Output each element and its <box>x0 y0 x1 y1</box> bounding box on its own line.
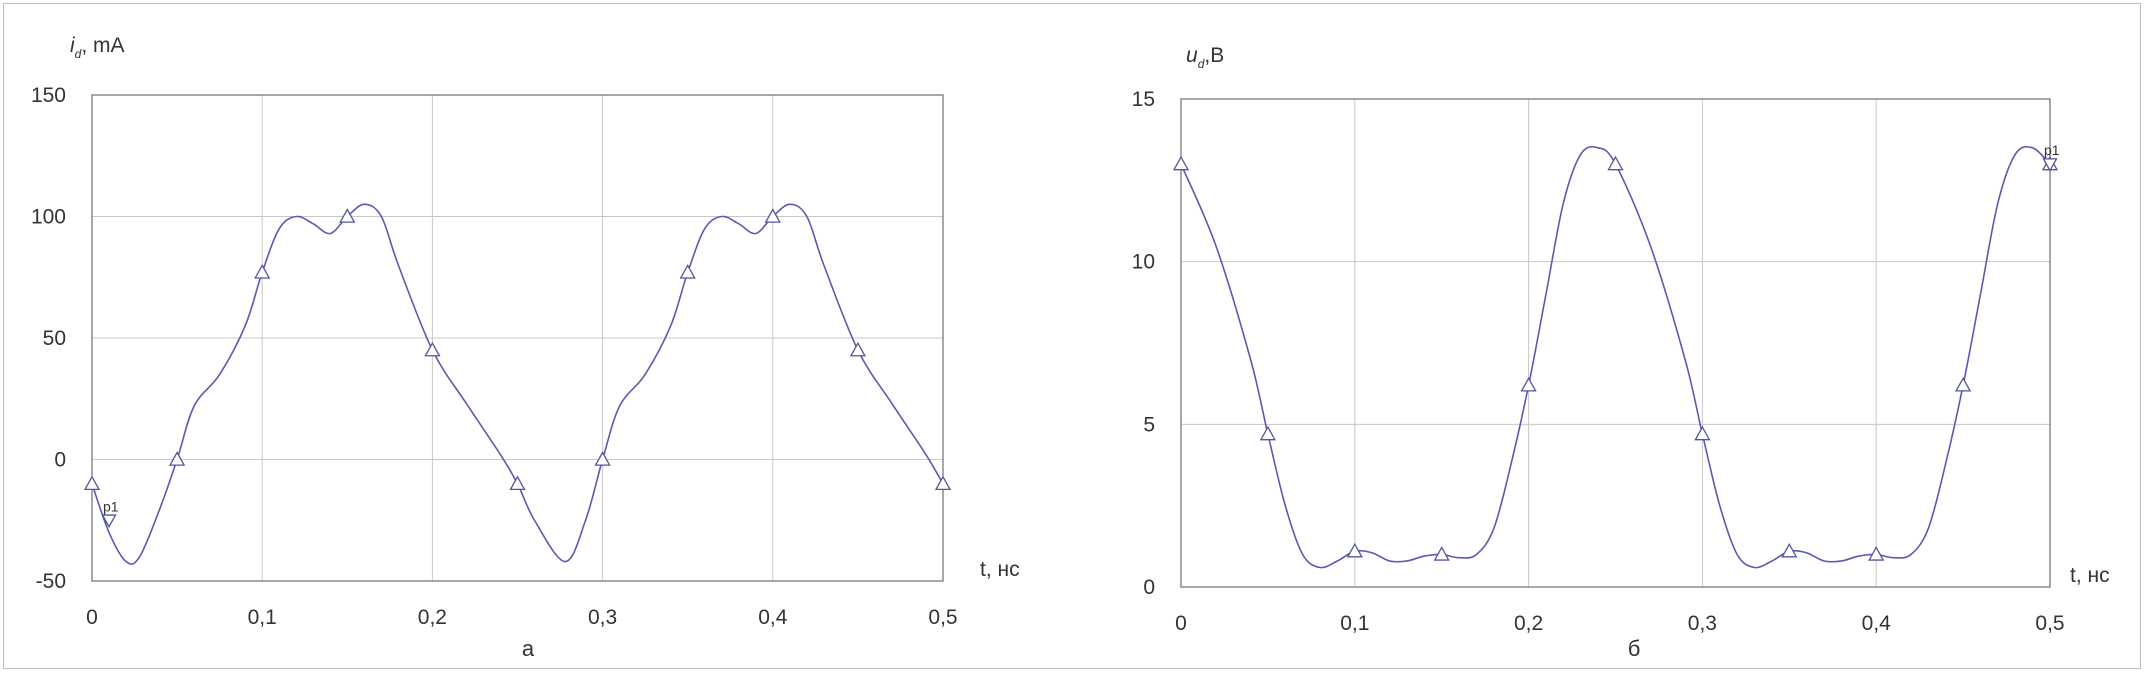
data-point-marker <box>424 341 441 357</box>
data-point-marker <box>1781 542 1798 558</box>
y-axis-label-subscript: d <box>1198 57 1205 71</box>
y-axis-label-unit: ,В <box>1204 44 1224 67</box>
y-tick-label: 50 <box>43 327 66 350</box>
x-tick-label: 0,4 <box>758 606 788 629</box>
y-tick-label: 100 <box>31 206 66 229</box>
chart-caption: б <box>1628 636 1641 661</box>
x-tick-label: 0,4 <box>1862 612 1892 635</box>
plot-area-border <box>91 94 944 582</box>
probe-marker <box>101 514 117 529</box>
y-axis-label-subscript: d <box>75 47 82 61</box>
data-point-marker <box>849 341 867 357</box>
x-tick-label: 0,5 <box>2035 612 2064 635</box>
data-point-marker <box>509 475 526 491</box>
x-tick-label: 0 <box>1175 612 1187 635</box>
y-axis-label: ud,В <box>1186 44 1224 71</box>
x-tick-label: 0,3 <box>588 606 617 629</box>
y-axis-label-symbol: i <box>70 34 76 57</box>
y-tick-label: 15 <box>1132 88 1155 111</box>
chart-current: -50 0 50 100 150 0 0,1 0,2 0,3 0,4 0,5 id, mA t, нс а… <box>31 34 1020 661</box>
data-point-marker <box>764 208 781 223</box>
x-tick-label: 0,2 <box>1514 612 1543 635</box>
x-tick-label: 0 <box>86 606 98 629</box>
y-tick-label: 150 <box>31 84 66 107</box>
y-tick-label: -50 <box>36 570 66 593</box>
y-axis-label-unit: , mA <box>81 34 124 57</box>
probe-label: p1 <box>2044 142 2060 158</box>
x-tick-label: 0,1 <box>248 606 277 629</box>
data-point-marker <box>1346 542 1363 558</box>
y-tick-label: 0 <box>1143 576 1155 599</box>
y-tick-label: 0 <box>54 449 66 472</box>
data-point-marker <box>679 264 696 279</box>
y-axis-label-symbol: u <box>1186 44 1198 67</box>
data-point-marker <box>1607 155 1624 171</box>
data-point-marker <box>1520 376 1537 392</box>
data-point-marker <box>254 264 271 279</box>
data-point-marker <box>934 475 952 491</box>
data-point-marker <box>594 451 611 466</box>
chart-caption: а <box>522 636 535 661</box>
chart-voltage: 0 5 10 15 0 0,1 0,2 0,3 0,4 0,5 ud,В t, нс б p1 <box>1132 44 2110 661</box>
y-tick-label: 5 <box>1143 413 1155 436</box>
x-tick-label: 0,2 <box>418 606 447 629</box>
probe-marker <box>2042 158 2058 172</box>
data-point-marker <box>83 475 101 491</box>
y-tick-label: 10 <box>1132 251 1155 274</box>
data-point-marker <box>168 451 186 466</box>
plot-area-border <box>1180 98 2051 588</box>
data-point-marker <box>1433 546 1450 561</box>
data-point-marker <box>1954 376 1972 392</box>
data-point-marker <box>339 208 356 223</box>
y-axis-label: id, mA <box>70 34 125 61</box>
figure-frame <box>3 3 2141 669</box>
data-point-marker <box>1259 425 1277 441</box>
series-line <box>91 203 944 565</box>
x-axis-label: t, нс <box>980 558 1020 581</box>
x-axis-label: t, нс <box>2070 564 2110 587</box>
x-tick-label: 0,1 <box>1340 612 1369 635</box>
data-point-marker <box>1694 425 1711 441</box>
probe-label: p1 <box>103 498 119 514</box>
data-point-marker <box>1868 546 1885 561</box>
series-line <box>1180 145 2051 569</box>
x-tick-label: 0,3 <box>1688 612 1717 635</box>
data-point-marker <box>1172 155 1190 171</box>
x-tick-label: 0,5 <box>928 606 957 629</box>
